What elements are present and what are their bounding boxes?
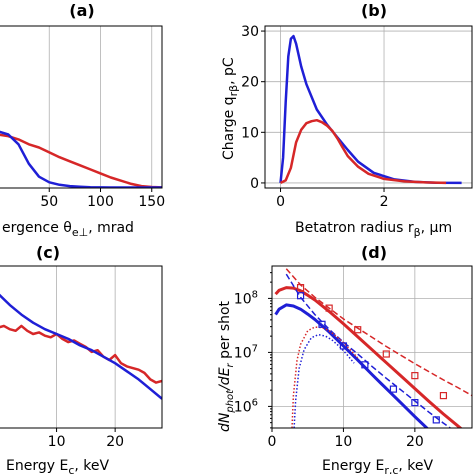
panel-d-series-red-solid (274, 286, 463, 428)
panel-b-title: (b) (361, 1, 387, 20)
panel-d-marker-blue (432, 416, 440, 424)
panel-d-marker-red (439, 392, 448, 400)
panel-d-marker-red (354, 326, 362, 334)
panel-d-series-red-dotted (291, 326, 359, 428)
panel-c-title: (c) (36, 243, 60, 262)
panel-d-ytick-label: 107 (234, 343, 258, 361)
panel-d-series-red-dashed (285, 268, 472, 397)
panel-d-series-blue-solid (274, 303, 429, 428)
panel-b-ytick-label: 10 (241, 125, 259, 141)
panel-c-xlabel: Energy Ec, keV (6, 458, 109, 474)
panel-d-marker-red (325, 304, 333, 312)
panel-a-frame (0, 25, 163, 189)
panel-a-xtick-label: 50 (40, 194, 58, 210)
panel-b-frame (264, 25, 473, 189)
panel-d-marker-blue (318, 320, 326, 328)
panel-d-marker-red (296, 284, 305, 292)
panel-a-plot: 50 100 150 (0, 25, 165, 210)
panel-d-marker-blue (361, 361, 369, 369)
panel-d-marker-blue (339, 342, 348, 350)
panel-a-series-red-solid (0, 133, 162, 188)
panel-d-xtick-label: 0 (268, 434, 277, 450)
panel-c-frame (0, 265, 163, 429)
panel-d-marker-blue (389, 385, 398, 393)
panel-b-series-blue-solid (279, 34, 462, 185)
panel-c-xtick-label: 10 (48, 434, 66, 450)
panel-d-xtick-label: 20 (406, 434, 424, 450)
panel-a-xtick-label: 150 (138, 194, 165, 210)
panel-c-plot: 10 20 (0, 265, 163, 450)
panel-d-series-blue-dashed (285, 273, 452, 428)
panel-d-ylabel: dNphot/dEr per shot (217, 300, 236, 432)
panel-d-title: (d) (361, 243, 387, 262)
panel-d-xlabel: Energy Er,c, keV (322, 458, 434, 474)
panel-b-ytick-label: 20 (241, 75, 259, 91)
panel-b-xtick-label: 2 (380, 194, 389, 210)
panel-c-series-blue-solid (0, 293, 162, 400)
panel-b-xlabel: Betatron radius rβ, μm (295, 220, 452, 239)
panel-c-series-red-solid (0, 324, 162, 384)
panel-d-frame (271, 265, 473, 429)
panel-d-marker-blue (296, 292, 305, 300)
panel-c-xtick-label: 20 (106, 434, 124, 450)
panel-d-plot: 0 10 20 106 107 108 (234, 265, 473, 450)
panel-a-title: (a) (69, 1, 94, 20)
panel-d-marker-red (382, 350, 390, 358)
panel-a-xlabel: ergence θe⊥, mrad (2, 220, 134, 239)
panel-a-series-blue-solid (0, 130, 162, 188)
panel-a-xtick-label: 100 (87, 194, 114, 210)
panel-b-ylabel: Charge qrβ, pC (221, 57, 240, 160)
panel-d-marker-red (411, 372, 419, 380)
panel-d-series-blue-dotted (293, 333, 355, 428)
panel-b-ytick-label: 0 (250, 176, 259, 192)
panel-b-series-red-solid (279, 118, 447, 185)
panel-d-xtick-label: 10 (335, 434, 353, 450)
panel-b-xtick-label: 0 (276, 194, 285, 210)
panel-d-marker-blue (411, 399, 419, 407)
panel-d-ytick-label: 106 (234, 397, 258, 415)
panel-b-ytick-label: 30 (241, 24, 259, 40)
panel-d-ytick-label: 108 (234, 289, 258, 307)
